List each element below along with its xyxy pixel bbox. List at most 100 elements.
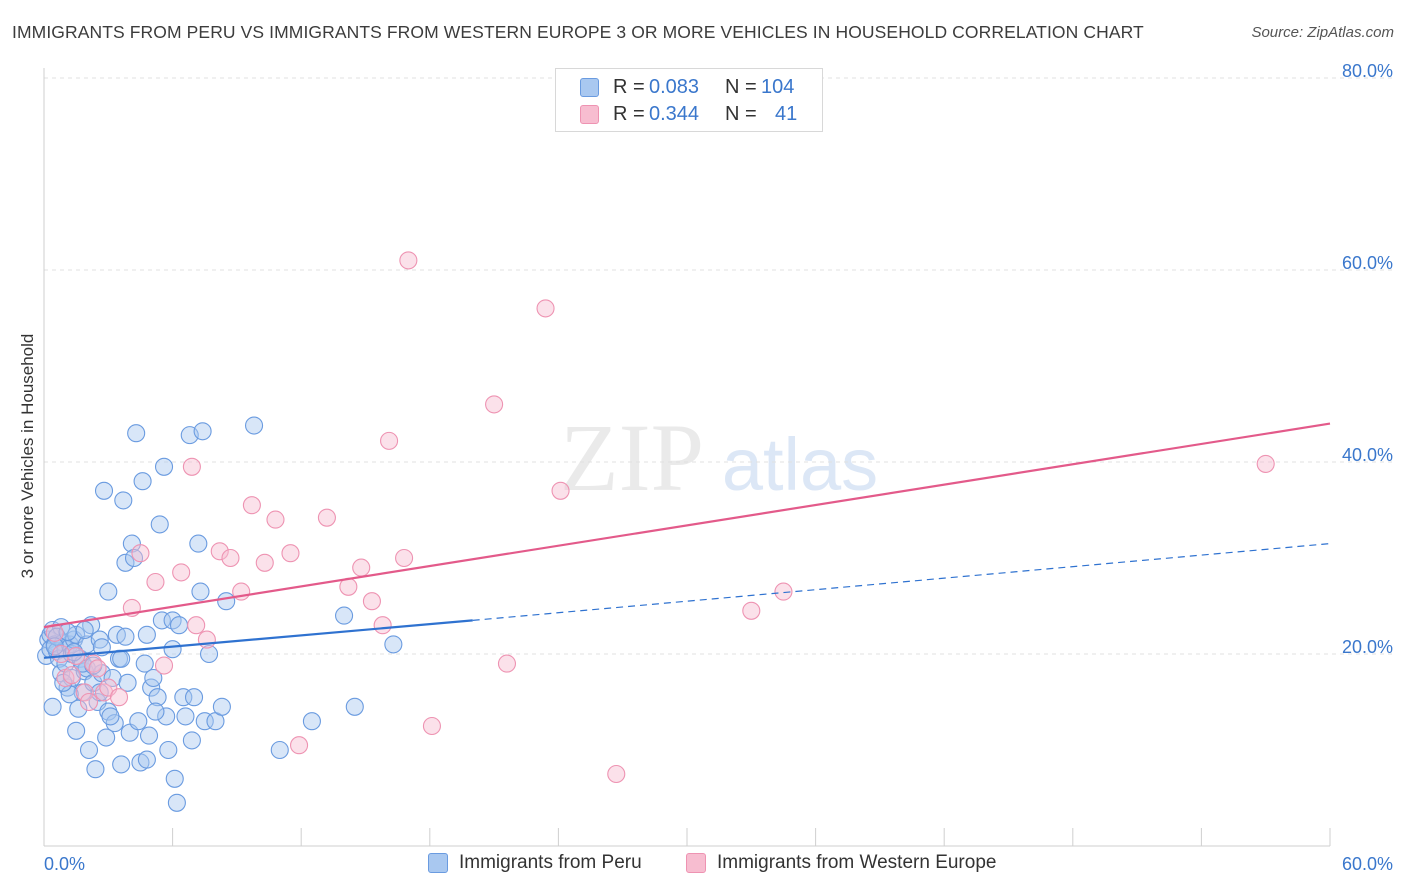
y-axis-label: 3 or more Vehicles in Household: [18, 333, 37, 579]
peru-point-94: [112, 649, 131, 668]
western-europe-point-37: [485, 395, 504, 414]
peru-point-100: [45, 637, 64, 656]
legend-swatch-peru: [428, 853, 448, 873]
peru-points: [37, 416, 403, 812]
peru-point-56: [148, 688, 167, 707]
stats-r-value-peru: 0.083: [649, 76, 700, 98]
stats-swatch-western-europe: [580, 105, 599, 124]
peru-point-77: [212, 697, 231, 716]
stats-row-peru: R = 0.083 N = 104: [556, 74, 822, 100]
western-europe-point-38: [497, 654, 517, 673]
peru-point-66: [174, 688, 193, 707]
gridlines: [44, 77, 1394, 655]
western-europe-point-41: [607, 764, 626, 784]
western-europe-point-42: [742, 601, 761, 620]
peru-point-53: [139, 726, 159, 745]
peru-point-65: [169, 616, 189, 635]
peru-point-72: [191, 582, 210, 601]
peru-point-52: [137, 625, 156, 644]
peru-point-97: [75, 620, 94, 640]
stats-row-western-europe: R = 0.344 N = 41: [556, 101, 822, 127]
western-europe-point-36: [422, 716, 441, 736]
peru-point-75: [199, 644, 219, 664]
peru-point-81: [302, 712, 321, 731]
western-europe-point-24: [255, 553, 274, 572]
peru-point-84: [384, 635, 403, 654]
peru-point-91: [97, 728, 116, 747]
western-europe-point-31: [362, 592, 381, 611]
y-tick-label-0: 20.0%: [1342, 637, 1393, 657]
legend-label-western-europe: Immigrants from Western Europe: [717, 852, 997, 873]
peru-point-4: [43, 697, 62, 716]
stats-r-value-we: 0.344: [649, 103, 700, 125]
peru-point-58: [152, 611, 171, 630]
stats-r-label-we: R =: [613, 103, 645, 125]
peru-point-71: [189, 534, 208, 553]
y-tick-label-3: 80.0%: [1342, 61, 1393, 81]
peru-point-55: [144, 668, 163, 688]
western-europe-point-32: [373, 616, 392, 635]
western-europe-point-34: [395, 548, 414, 568]
peru-point-48: [129, 712, 148, 731]
legend-label-peru: Immigrants from Peru: [459, 852, 642, 873]
x-tick-label-0: 0.0%: [44, 854, 85, 874]
stats-swatch-peru: [580, 78, 599, 97]
peru-point-83: [345, 697, 364, 716]
peru-point-41: [114, 491, 133, 510]
western-europe-point-18: [187, 616, 206, 635]
stats-box: R = 0.083 N = 104 R = 0.344 N = 41: [555, 68, 823, 132]
western-europe-point-15: [154, 656, 174, 675]
western-europe-point-26: [281, 544, 300, 563]
stats-n-value-we: 41: [775, 103, 798, 125]
stats-n-label-we: N =: [725, 103, 757, 125]
western-europe-point-13: [131, 544, 150, 563]
peru-point-57: [150, 515, 169, 534]
western-europe-point-35: [399, 251, 418, 270]
western-europe-point-40: [551, 481, 570, 500]
western-europe-point-5: [75, 683, 94, 702]
peru-point-70: [184, 688, 204, 707]
peru-point-80: [270, 740, 289, 760]
western-europe-point-25: [266, 510, 285, 529]
peru-point-63: [165, 769, 184, 788]
peru-point-64: [167, 793, 186, 812]
stats-n-label-peru: N =: [725, 76, 757, 98]
western-europe-point-43: [774, 582, 793, 601]
peru-point-50: [133, 472, 152, 491]
western-europe-points: [45, 251, 1275, 784]
western-europe-trend-line: [43, 422, 1331, 629]
peru-trend-line: [43, 619, 473, 659]
peru-point-26: [79, 740, 99, 760]
western-europe-point-23: [242, 496, 261, 515]
peru-point-67: [176, 707, 195, 726]
peru-point-47: [127, 424, 146, 443]
western-europe-point-3: [62, 666, 81, 685]
western-europe-point-17: [182, 457, 201, 476]
peru-point-51: [135, 654, 154, 673]
western-europe-point-30: [352, 558, 371, 577]
western-europe-point-16: [172, 563, 191, 582]
peru-point-61: [159, 740, 178, 760]
peru-point-90: [137, 750, 156, 769]
stats-r-label-peru: R =: [613, 76, 645, 98]
western-europe-point-11: [109, 688, 129, 707]
y-tick-label-1: 40.0%: [1342, 445, 1393, 465]
peru-point-69: [182, 731, 201, 750]
peru-point-43: [118, 673, 137, 692]
western-europe-point-21: [221, 548, 240, 568]
stats-n-value-peru: 104: [761, 76, 795, 98]
peru-point-74: [195, 712, 214, 731]
western-europe-point-8: [88, 659, 107, 678]
peru-point-33: [94, 481, 114, 500]
peru-point-29: [86, 760, 105, 779]
peru-point-42: [116, 553, 135, 572]
peru-point-78: [217, 592, 236, 611]
western-europe-point-14: [146, 572, 165, 592]
western-europe-point-1: [52, 644, 71, 664]
trend-lines: [43, 422, 1331, 659]
western-europe-point-28: [317, 508, 336, 527]
peru-point-59: [154, 457, 174, 476]
western-europe-point-44: [1256, 454, 1275, 473]
western-europe-point-33: [380, 431, 399, 450]
